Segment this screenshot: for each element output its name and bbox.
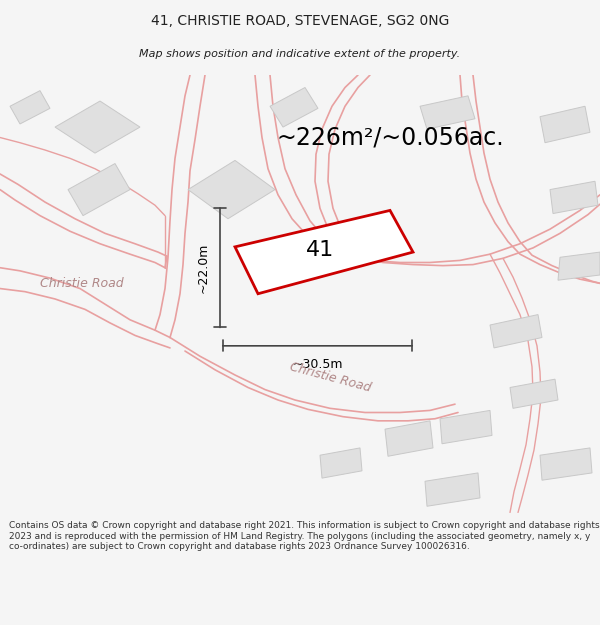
Text: ~30.5m: ~30.5m: [292, 358, 343, 371]
Polygon shape: [550, 181, 598, 214]
Polygon shape: [440, 411, 492, 444]
Polygon shape: [540, 448, 592, 480]
Polygon shape: [270, 88, 318, 127]
Polygon shape: [490, 314, 542, 348]
Polygon shape: [540, 106, 590, 142]
Polygon shape: [188, 161, 275, 219]
Text: 41, CHRISTIE ROAD, STEVENAGE, SG2 0NG: 41, CHRISTIE ROAD, STEVENAGE, SG2 0NG: [151, 14, 449, 28]
Text: Christie Road: Christie Road: [40, 277, 124, 290]
Text: Christie Road: Christie Road: [288, 360, 372, 394]
Polygon shape: [55, 101, 140, 153]
Polygon shape: [10, 91, 50, 124]
Polygon shape: [425, 473, 480, 506]
Polygon shape: [420, 96, 475, 129]
Text: 41: 41: [306, 240, 334, 260]
Text: ~226m²/~0.056ac.: ~226m²/~0.056ac.: [276, 126, 504, 149]
Polygon shape: [510, 379, 558, 408]
Text: ~22.0m: ~22.0m: [197, 242, 210, 293]
Text: Contains OS data © Crown copyright and database right 2021. This information is : Contains OS data © Crown copyright and d…: [9, 521, 599, 551]
Polygon shape: [320, 448, 362, 478]
Polygon shape: [235, 211, 413, 294]
Polygon shape: [558, 252, 600, 280]
Text: Map shows position and indicative extent of the property.: Map shows position and indicative extent…: [139, 49, 461, 59]
Polygon shape: [385, 421, 433, 456]
Polygon shape: [68, 164, 130, 216]
